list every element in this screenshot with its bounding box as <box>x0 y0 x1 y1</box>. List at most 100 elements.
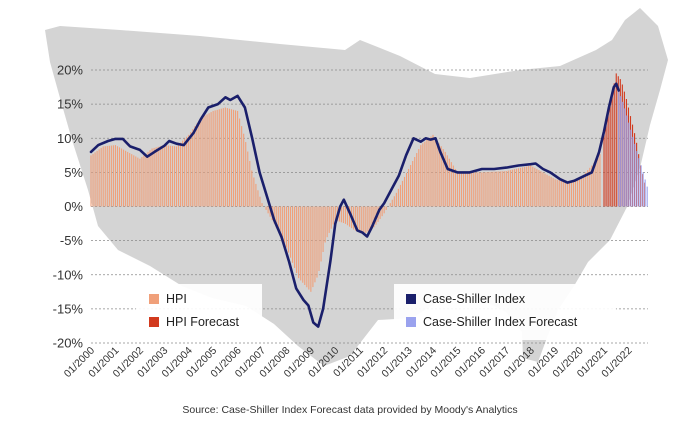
bar-hpi <box>200 117 202 207</box>
bar-hpi <box>481 172 483 207</box>
y-tick-label: 5% <box>64 165 83 180</box>
bar-hpi <box>202 116 204 207</box>
bar-hpi <box>306 206 308 288</box>
bar-hpi <box>230 109 233 207</box>
bar-hpi <box>393 196 395 207</box>
bar-case-shiller-index-forecast <box>640 165 642 207</box>
bar-hpi <box>460 172 463 207</box>
bar-case-shiller-index-forecast <box>636 151 638 207</box>
bar-hpi <box>90 155 92 207</box>
bar-hpi-forecast <box>603 131 605 207</box>
legend-right-box <box>394 284 616 340</box>
bar-hpi <box>222 108 224 207</box>
bar-hpi <box>493 171 495 207</box>
bar-hpi <box>96 150 98 207</box>
bar-hpi <box>410 164 412 207</box>
bar-hpi <box>245 142 247 207</box>
bar-hpi <box>108 145 110 207</box>
bar-hpi <box>524 166 526 207</box>
bar-hpi <box>579 179 581 207</box>
y-tick-label: -20% <box>53 336 84 351</box>
bar-hpi <box>129 153 131 207</box>
bar-hpi <box>558 180 560 207</box>
bar-hpi <box>145 153 147 207</box>
bar-hpi <box>418 149 420 207</box>
bar-hpi <box>208 113 210 207</box>
bar-hpi <box>552 178 554 207</box>
bar-hpi <box>131 154 133 207</box>
bar-hpi <box>100 147 102 207</box>
bar-hpi <box>420 145 422 207</box>
bar-hpi <box>363 206 365 234</box>
bar-hpi <box>454 168 456 207</box>
bar-hpi <box>501 171 503 207</box>
bar-hpi <box>155 147 157 207</box>
bar-hpi <box>499 171 501 207</box>
bar-hpi <box>135 156 137 207</box>
bar-hpi <box>324 206 326 243</box>
bar-hpi <box>389 203 391 207</box>
bar-hpi <box>147 151 149 207</box>
bar-hpi <box>289 206 292 258</box>
bar-hpi <box>456 172 459 207</box>
bar-hpi <box>570 181 573 207</box>
bar-hpi <box>438 143 440 207</box>
bar-hpi <box>346 206 349 226</box>
bar-hpi <box>204 115 206 207</box>
bar-hpi <box>397 188 399 207</box>
bar-hpi <box>257 190 259 207</box>
bar-hpi <box>224 107 226 207</box>
bar-case-shiller-index-forecast <box>646 186 648 207</box>
y-tick-label: 15% <box>57 97 83 112</box>
y-tick-label: 10% <box>57 131 83 146</box>
bar-hpi <box>232 109 235 207</box>
bar-hpi <box>385 206 387 210</box>
bar-hpi <box>196 123 198 207</box>
bar-hpi <box>279 206 281 236</box>
bar-hpi <box>110 145 112 207</box>
bar-hpi <box>465 172 467 207</box>
bar-hpi <box>564 182 566 207</box>
bar-hpi <box>302 206 304 283</box>
bar-hpi <box>332 206 334 225</box>
bar-hpi <box>540 171 542 207</box>
bar-hpi <box>367 206 369 232</box>
bar-hpi <box>587 170 589 207</box>
bar-hpi <box>434 137 436 207</box>
bar-hpi <box>395 192 397 207</box>
bar-hpi <box>102 146 104 207</box>
bar-hpi <box>116 146 119 207</box>
bar-case-shiller-index-forecast <box>618 90 620 207</box>
bar-hpi <box>277 206 279 232</box>
bar-hpi-forecast <box>615 73 617 207</box>
bar-hpi <box>597 157 599 207</box>
bar-hpi <box>572 180 575 207</box>
bar-case-shiller-index-forecast <box>642 172 644 207</box>
bar-hpi <box>190 131 192 207</box>
bar-hpi <box>483 172 485 207</box>
bar-hpi <box>416 153 418 207</box>
bar-hpi <box>310 206 312 292</box>
bar-case-shiller-index-forecast <box>626 115 628 207</box>
y-tick-label: 0% <box>64 199 83 214</box>
bar-hpi <box>192 129 194 207</box>
bar-hpi <box>491 171 493 207</box>
bar-hpi <box>450 162 452 207</box>
bar-hpi <box>517 168 520 207</box>
bar-hpi <box>300 206 302 281</box>
bar-hpi <box>216 109 218 207</box>
bar-hpi <box>344 206 347 224</box>
bar-hpi <box>532 166 534 207</box>
bar-hpi <box>432 134 434 207</box>
bar-hpi <box>228 108 230 207</box>
bar-hpi <box>157 146 159 207</box>
bar-hpi <box>405 172 408 207</box>
line-case-shiller-index <box>89 82 620 328</box>
bar-hpi <box>283 206 285 244</box>
bar-hpi <box>591 165 593 207</box>
lines <box>89 82 620 328</box>
bar-hpi <box>462 172 465 207</box>
bar-hpi <box>497 171 499 207</box>
bar-hpi <box>143 155 145 207</box>
